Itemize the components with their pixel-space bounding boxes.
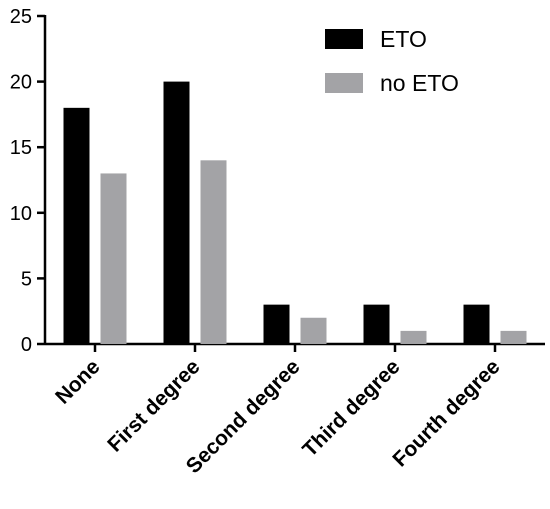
bar-eto-third-degree (363, 304, 390, 344)
category-label: Fourth degree (388, 355, 504, 471)
y-axis: 0 5 10 15 20 25 (10, 6, 47, 356)
category-label: None (51, 355, 104, 408)
bar-no-eto-first-degree (200, 160, 227, 344)
bar-no-eto-fourth-degree (500, 330, 527, 344)
bar-eto-first-degree (163, 81, 190, 344)
legend-label: ETO (380, 26, 427, 52)
x-axis (45, 342, 545, 352)
y-tick-label: 20 (10, 72, 32, 94)
legend-label: no ETO (380, 70, 459, 96)
y-tick-label: 0 (21, 334, 32, 356)
legend-swatch (325, 73, 363, 93)
bar-no-eto-none (100, 173, 127, 344)
bar-no-eto-second-degree (300, 317, 327, 344)
y-tick-label: 15 (10, 137, 32, 159)
y-tick-label: 25 (10, 6, 32, 28)
bar-eto-second-degree (263, 304, 290, 344)
bars (63, 81, 527, 344)
legend: ETO no ETO (325, 26, 459, 96)
y-tick-label: 10 (10, 203, 32, 225)
bar-eto-fourth-degree (463, 304, 490, 344)
legend-swatch (325, 29, 363, 49)
y-tick-label: 5 (21, 268, 32, 290)
bar-eto-none (63, 107, 90, 344)
category-label: Third degree (298, 355, 404, 461)
category-label: First degree (103, 355, 204, 456)
bar-no-eto-third-degree (400, 330, 427, 344)
